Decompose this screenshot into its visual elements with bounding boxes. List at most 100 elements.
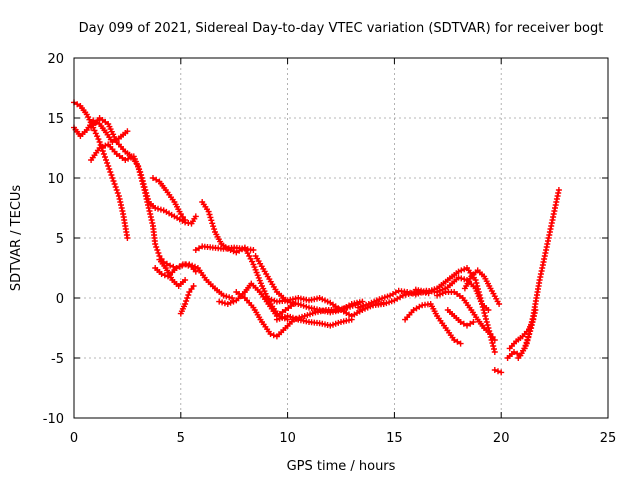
data-point-marker <box>434 292 441 299</box>
data-point-marker <box>439 290 446 297</box>
series-arc-10 <box>192 243 257 253</box>
data-point-marker <box>399 292 406 299</box>
data-point-marker <box>477 295 484 301</box>
data-point-marker <box>153 176 160 183</box>
data-point-marker <box>405 291 412 297</box>
data-point-marker <box>173 265 180 271</box>
series-arc-2 <box>71 117 131 145</box>
series-arc-26 <box>515 307 539 361</box>
data-point-marker <box>483 319 490 325</box>
chart-title: Day 099 of 2021, Sidereal Day-to-day VTE… <box>79 21 604 36</box>
data-point-marker <box>113 187 120 193</box>
data-point-marker <box>454 338 461 345</box>
data-point-marker <box>211 226 218 233</box>
data-point-marker <box>111 181 118 187</box>
data-point-marker <box>114 190 121 196</box>
data-point-marker <box>182 217 189 223</box>
series-line <box>89 116 197 273</box>
data-point-marker <box>140 184 147 190</box>
series-arc-5 <box>150 175 189 223</box>
data-point-marker <box>186 261 193 268</box>
y-tick-label: 5 <box>56 232 64 247</box>
data-point-marker <box>458 275 465 282</box>
data-point-marker <box>95 136 102 143</box>
data-point-marker <box>491 367 498 373</box>
series-arc-24 <box>504 187 562 361</box>
y-tick-label: -10 <box>43 412 64 427</box>
data-point-marker <box>207 214 214 221</box>
data-point-marker <box>136 169 143 175</box>
data-point-marker <box>230 298 237 305</box>
data-point-marker <box>491 337 498 343</box>
data-point-marker <box>150 175 156 181</box>
data-point-marker <box>192 213 199 220</box>
data-point-marker <box>155 205 161 212</box>
data-point-marker <box>437 291 443 298</box>
data-point-marker <box>138 175 145 181</box>
series-arc-8 <box>177 283 197 317</box>
data-point-marker <box>491 349 498 355</box>
data-point-marker <box>100 151 107 157</box>
data-point-marker <box>92 130 99 137</box>
data-point-marker <box>498 369 505 376</box>
y-tick-label: 20 <box>47 52 64 67</box>
x-axis-label: GPS time / hours <box>287 459 396 474</box>
data-point-marker <box>135 163 142 169</box>
data-point-marker <box>475 289 482 295</box>
data-point-marker <box>102 142 109 149</box>
x-tick-label: 0 <box>70 431 78 446</box>
data-point-marker <box>145 202 151 208</box>
data-point-marker <box>182 301 189 307</box>
series-arc-22 <box>461 267 503 307</box>
data-point-marker <box>451 337 458 343</box>
data-point-marker <box>124 235 131 241</box>
data-point-marker <box>457 319 464 325</box>
data-point-marker <box>455 274 462 281</box>
series-arc-7 <box>156 256 189 289</box>
data-point-marker <box>137 172 144 178</box>
series-arc-15 <box>273 313 355 329</box>
data-point-marker <box>482 313 489 319</box>
data-point-marker <box>192 247 199 253</box>
data-point-marker <box>474 283 481 289</box>
data-point-marker <box>555 187 562 193</box>
data-point-marker <box>152 205 159 211</box>
data-point-marker <box>124 128 131 135</box>
data-point-marker <box>103 157 109 163</box>
x-tick-label: 25 <box>600 431 617 446</box>
data-point-marker <box>153 244 160 250</box>
data-point-marker <box>479 301 485 307</box>
data-point-marker <box>226 294 233 301</box>
data-point-marker <box>107 169 114 175</box>
data-point-marker <box>74 101 81 108</box>
data-point-marker <box>250 247 257 253</box>
data-point-marker <box>527 327 534 334</box>
data-point-marker <box>525 333 532 340</box>
data-point-marker <box>147 214 154 220</box>
data-point-marker <box>109 175 116 181</box>
data-point-marker <box>125 155 132 162</box>
data-point-marker <box>118 205 125 211</box>
data-point-marker <box>104 160 111 166</box>
series-arc-20 <box>434 289 498 343</box>
x-tick-label: 5 <box>177 431 185 446</box>
data-point-marker <box>476 292 483 298</box>
data-point-marker <box>116 196 123 202</box>
axis-ticks: 0 5 10 15 20 25 -10 -5 0 5 10 15 20 <box>43 52 617 446</box>
data-point-marker <box>122 157 129 163</box>
data-point-marker <box>176 263 183 270</box>
data-point-marker <box>359 298 366 305</box>
data-point-marker <box>196 245 202 252</box>
data-point-marker <box>461 266 468 273</box>
data-point-marker <box>102 154 108 160</box>
data-point-marker <box>484 322 491 328</box>
data-point-marker <box>192 268 199 275</box>
data-series <box>71 99 562 376</box>
y-axis-label: SDTVAR / TECUs <box>9 185 24 292</box>
data-point-marker <box>154 247 161 253</box>
x-tick-label: 20 <box>493 431 510 446</box>
data-point-marker <box>216 298 223 305</box>
data-point-marker <box>183 298 190 304</box>
data-point-marker <box>495 368 501 375</box>
